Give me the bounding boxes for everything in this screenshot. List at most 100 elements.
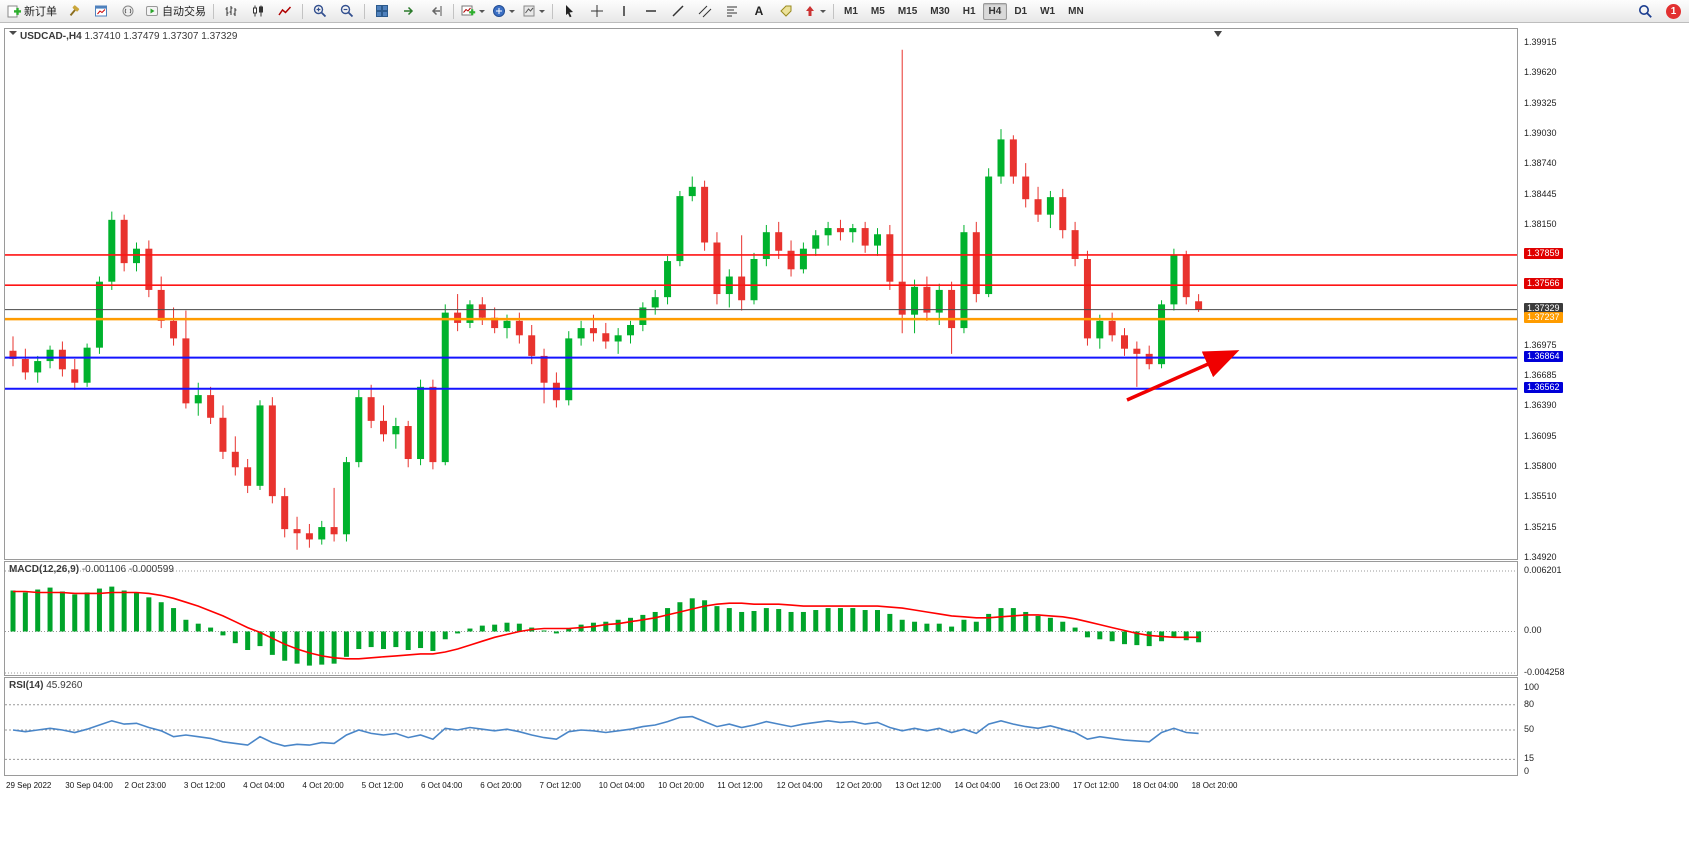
chevron-down-icon[interactable] xyxy=(479,10,485,16)
timeframe-h4[interactable]: H4 xyxy=(982,2,1008,20)
text-label-icon xyxy=(779,4,793,18)
rsi-value: 45.9260 xyxy=(46,680,83,691)
chart-title: USDCAD-,H4 1.37410 1.37479 1.37307 1.373… xyxy=(9,30,238,42)
price-axis-label: 1.39915 xyxy=(1524,37,1557,47)
autotrading-label: 自动交易 xyxy=(162,6,206,18)
new-order-button[interactable]: 新订单 xyxy=(4,1,60,22)
timeframe-h1[interactable]: H1 xyxy=(962,5,976,17)
chevron-down-icon[interactable] xyxy=(820,10,826,16)
vertical-line-tool-button[interactable] xyxy=(611,1,637,22)
time-axis-label: 11 Oct 12:00 xyxy=(717,781,763,790)
candlestick-chart-button[interactable] xyxy=(245,1,271,22)
symbol-title: USDCAD-,H4 xyxy=(20,31,82,42)
toolbar-separator xyxy=(453,3,454,19)
chart-shift-button[interactable] xyxy=(423,1,449,22)
metaeditor-button[interactable] xyxy=(61,1,87,22)
time-axis: 29 Sep 2022 30 Sep 04:00 2 Oct 23:00 3 Oct … xyxy=(4,779,1564,797)
time-axis-label: 14 Oct 04:00 xyxy=(954,781,1001,790)
rsi-axis-label: 50 xyxy=(1524,724,1535,734)
chart-window-button[interactable] xyxy=(88,1,114,22)
timeframe-m15[interactable]: M15 xyxy=(897,5,918,17)
toolbar-right-group: 1 xyxy=(1632,1,1685,22)
tile-windows-icon xyxy=(375,4,389,18)
vertical-line-icon xyxy=(617,4,631,18)
autotrading-icon xyxy=(145,4,159,18)
tile-windows-button[interactable] xyxy=(369,1,395,22)
notification-badge[interactable]: 1 xyxy=(1666,3,1681,19)
line-chart-icon xyxy=(278,4,292,18)
macd-name: MACD(12,26,9) xyxy=(9,564,80,575)
zoom-out-icon xyxy=(340,4,354,18)
timeframe-w1[interactable]: W1 xyxy=(1040,5,1056,17)
zoom-out-button[interactable] xyxy=(334,1,360,22)
profiles-button[interactable] xyxy=(489,1,518,22)
profiles-icon xyxy=(492,4,506,18)
toolbar-separator xyxy=(552,3,553,19)
time-axis-label: 13 Oct 12:00 xyxy=(895,781,941,790)
price-axis-label: 1.34920 xyxy=(1524,552,1557,562)
chevron-down-icon[interactable] xyxy=(539,10,545,16)
rsi-pane: RSI(14) 45.9260 xyxy=(4,677,1518,776)
time-axis-label: 18 Oct 04:00 xyxy=(1132,781,1179,790)
time-axis-label: 30 Sep 04:00 xyxy=(65,781,113,790)
templates-button[interactable] xyxy=(519,1,548,22)
price-axis-label: 1.39620 xyxy=(1524,67,1557,78)
timeframe-m30[interactable]: M30 xyxy=(930,5,950,17)
time-axis-label: 6 Oct 04:00 xyxy=(420,781,463,790)
autotrading-button[interactable]: 自动交易 xyxy=(142,1,209,22)
rsi-name: RSI(14) xyxy=(9,680,44,691)
macd-chart-canvas[interactable] xyxy=(5,562,1517,675)
search-button[interactable] xyxy=(1632,1,1658,22)
horizontal-line-tool-button[interactable] xyxy=(638,1,664,22)
rsi-line xyxy=(12,715,1199,747)
auto-scroll-button[interactable] xyxy=(396,1,422,22)
candlestick-icon xyxy=(251,4,265,18)
time-axis-label: 6 Oct 20:00 xyxy=(480,781,522,790)
collapse-icon[interactable] xyxy=(9,30,17,39)
ohlc-values: 1.37410 1.37479 1.37307 1.37329 xyxy=(84,31,238,42)
cursor-tool-button[interactable] xyxy=(557,1,583,22)
price-chart-canvas[interactable] xyxy=(5,29,1517,559)
chart-shift-marker[interactable] xyxy=(1214,31,1222,41)
price-axis-line-label: 1.37237 xyxy=(1524,312,1563,324)
price-axis-label: 1.39325 xyxy=(1524,97,1557,108)
macd-values: -0.001106 -0.000599 xyxy=(81,564,174,575)
rsi-axis-label: 80 xyxy=(1524,698,1535,709)
time-axis-label: 5 Oct 12:00 xyxy=(361,781,404,790)
price-axis-line-label: 1.37329 xyxy=(1524,302,1563,314)
crosshair-tool-button[interactable] xyxy=(584,1,610,22)
trendline-tool-button[interactable] xyxy=(665,1,691,22)
channel-tool-button[interactable] xyxy=(692,1,718,22)
bar-chart-button[interactable] xyxy=(218,1,244,22)
arrows-tool-button[interactable] xyxy=(800,1,829,22)
chevron-down-icon[interactable] xyxy=(509,10,515,16)
arrow-up-icon xyxy=(803,4,817,18)
annotation-arrow[interactable] xyxy=(1126,350,1240,402)
zoom-in-icon xyxy=(313,4,327,18)
timeframe-mn[interactable]: MN xyxy=(1068,5,1084,17)
time-axis-label: 10 Oct 20:00 xyxy=(658,781,704,790)
price-axis-line-label: 1.37566 xyxy=(1524,278,1563,290)
macd-label: MACD(12,26,9) -0.001106 -0.000599 xyxy=(9,564,174,575)
toolbar-separator xyxy=(364,3,365,19)
rsi-axis-label: 0 xyxy=(1524,766,1530,776)
line-chart-button[interactable] xyxy=(272,1,298,22)
price-axis-line-label: 1.36864 xyxy=(1524,350,1563,362)
fibonacci-tool-button[interactable] xyxy=(719,1,745,22)
zoom-in-button[interactable] xyxy=(307,1,333,22)
price-axis-label: 1.38150 xyxy=(1524,218,1557,229)
timeframe-d1[interactable]: D1 xyxy=(1014,5,1028,17)
timeframe-m1[interactable]: M1 xyxy=(844,5,858,17)
text-tool-button[interactable]: A xyxy=(746,1,772,22)
new-chart-button[interactable] xyxy=(458,1,488,22)
time-axis-label: 2 Oct 23:00 xyxy=(124,781,166,790)
quotes-button[interactable] xyxy=(115,1,141,22)
text-label-tool-button[interactable] xyxy=(773,1,799,22)
macd-histogram xyxy=(10,586,1202,666)
timeframe-m5[interactable]: M5 xyxy=(870,5,885,17)
rsi-chart-can vas[interactable] xyxy=(5,678,1517,775)
macd-pane: MACD(12,26,9) -0.001106 -0.000599 xyxy=(4,561,1518,676)
templates-icon xyxy=(522,4,536,18)
new-order-icon xyxy=(7,4,21,18)
